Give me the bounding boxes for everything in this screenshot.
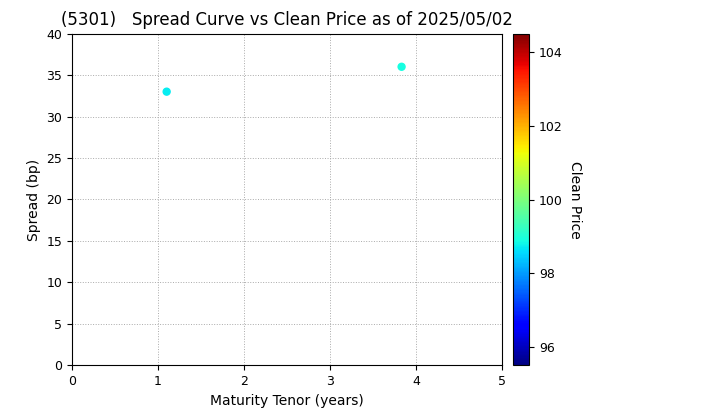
Point: [396, 63, 408, 70]
X-axis label: Maturity Tenor (years): Maturity Tenor (years): [210, 394, 364, 408]
Point: [161, 88, 172, 95]
Y-axis label: Clean Price: Clean Price: [568, 160, 582, 239]
Title: (5301)   Spread Curve vs Clean Price as of 2025/05/02: (5301) Spread Curve vs Clean Price as of…: [61, 11, 513, 29]
Y-axis label: Spread (bp): Spread (bp): [27, 158, 41, 241]
